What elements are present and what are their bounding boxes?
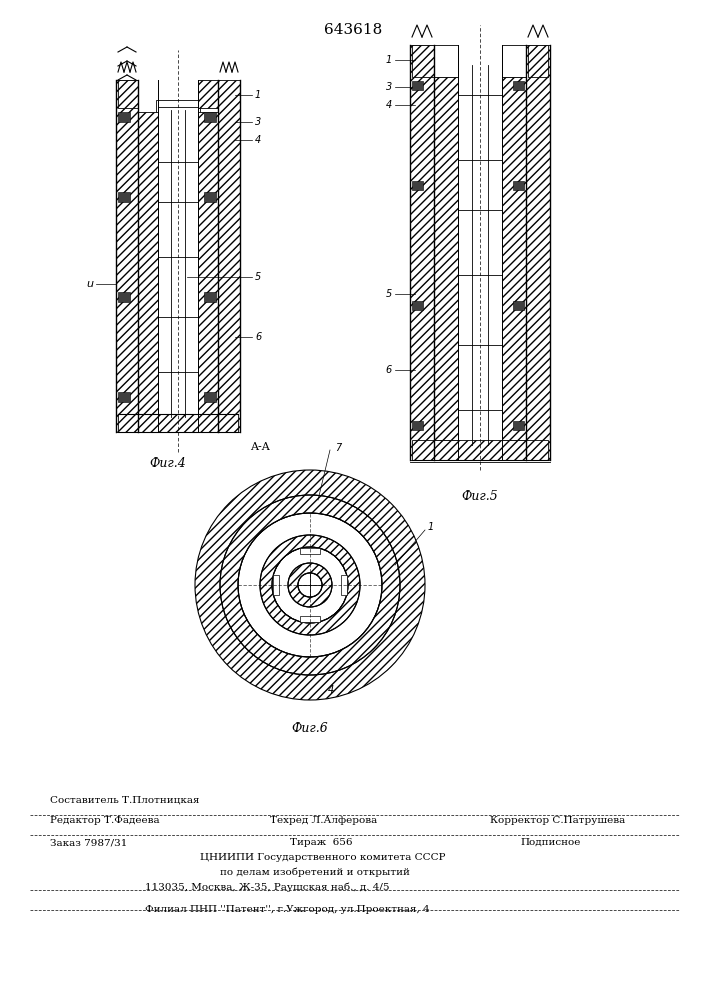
Text: 5: 5 <box>386 289 392 299</box>
Text: Фиг.4: Фиг.4 <box>150 457 187 470</box>
Text: Фиг.6: Фиг.6 <box>291 722 328 735</box>
Text: 113035, Москва, Ж-35, Раушская наб., д. 4/5: 113035, Москва, Ж-35, Раушская наб., д. … <box>145 882 390 892</box>
Bar <box>458 210 502 275</box>
Text: 3: 3 <box>386 82 392 92</box>
Bar <box>434 77 458 440</box>
Bar <box>528 45 548 77</box>
Bar <box>502 77 526 440</box>
Bar <box>118 292 130 302</box>
Bar <box>204 392 216 402</box>
Bar <box>198 112 218 414</box>
Text: Заказ 7987/31: Заказ 7987/31 <box>50 838 127 847</box>
Bar <box>116 80 138 432</box>
Bar <box>158 202 198 257</box>
Text: 6: 6 <box>386 365 392 375</box>
Text: Техред Л.Алферова: Техред Л.Алферова <box>270 816 378 825</box>
Bar <box>118 112 130 122</box>
Bar <box>458 95 502 160</box>
Circle shape <box>272 547 348 623</box>
Circle shape <box>238 513 382 657</box>
Text: 3: 3 <box>255 117 262 127</box>
Bar <box>412 301 423 310</box>
Bar <box>158 107 198 162</box>
Bar <box>526 45 550 460</box>
Text: u: u <box>86 279 93 289</box>
Circle shape <box>195 470 425 700</box>
Bar <box>412 181 423 190</box>
Text: Корректор С.Патрушева: Корректор С.Патрушева <box>490 816 625 825</box>
Bar <box>118 414 238 432</box>
Text: 6: 6 <box>255 332 262 342</box>
Bar <box>300 616 320 622</box>
Bar <box>204 112 216 122</box>
Text: 7: 7 <box>335 443 341 453</box>
Bar <box>513 301 524 310</box>
Bar <box>513 81 524 90</box>
Bar <box>118 80 138 108</box>
Bar <box>158 317 198 372</box>
Text: 1: 1 <box>428 522 434 532</box>
Text: Филиал ПНП ''Патент'', г.Ужгород, ул.Проектная, 4: Филиал ПНП ''Патент'', г.Ужгород, ул.Про… <box>145 905 430 914</box>
Text: Подписное: Подписное <box>520 838 580 847</box>
Text: ЦНИИПИ Государственного комитета СССР: ЦНИИПИ Государственного комитета СССР <box>200 853 445 862</box>
Bar <box>412 45 434 77</box>
Bar <box>412 81 423 90</box>
Bar <box>434 45 458 77</box>
Bar <box>118 392 130 402</box>
Circle shape <box>298 573 322 597</box>
Text: 1: 1 <box>255 90 262 100</box>
Bar <box>198 80 218 108</box>
Bar <box>341 575 347 595</box>
Text: 5: 5 <box>255 272 262 282</box>
Bar <box>118 192 130 202</box>
Bar <box>156 100 200 130</box>
Text: 4: 4 <box>255 135 262 145</box>
Bar <box>412 440 548 460</box>
Text: 4: 4 <box>328 685 334 695</box>
Bar <box>273 575 279 595</box>
Text: Составитель Т.Плотницкая: Составитель Т.Плотницкая <box>50 796 199 805</box>
Bar <box>204 292 216 302</box>
Bar <box>138 112 158 414</box>
Text: по делам изобретений и открытий: по делам изобретений и открытий <box>220 867 410 877</box>
Bar <box>218 80 240 432</box>
Text: 1: 1 <box>386 55 392 65</box>
Text: Редактор Т.Фадеева: Редактор Т.Фадеева <box>50 816 160 825</box>
Bar <box>513 181 524 190</box>
Bar <box>300 548 320 554</box>
Bar <box>204 192 216 202</box>
Bar <box>412 421 423 430</box>
Text: 643618: 643618 <box>324 23 382 37</box>
Bar <box>513 421 524 430</box>
Text: Тираж  656: Тираж 656 <box>290 838 353 847</box>
Bar <box>410 45 434 460</box>
Text: Фиг.5: Фиг.5 <box>462 490 498 503</box>
Text: 4: 4 <box>386 100 392 110</box>
Bar <box>502 45 526 77</box>
Bar <box>458 345 502 410</box>
Text: A-A: A-A <box>250 442 270 452</box>
